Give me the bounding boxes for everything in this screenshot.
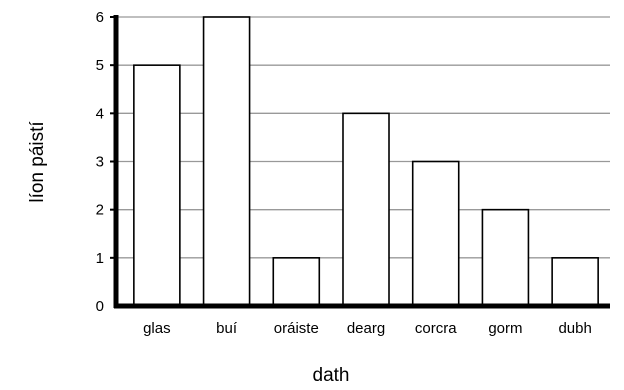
y-tick-label: 3 — [96, 154, 104, 171]
x-tick-label: dubh — [558, 320, 591, 337]
y-tick-label: 0 — [96, 298, 104, 315]
x-tick-label: oráiste — [274, 320, 319, 337]
x-tick-label: corcra — [415, 320, 457, 337]
y-tick-label: 4 — [96, 105, 104, 122]
x-tick-label: buí — [216, 320, 238, 337]
y-tick-label: 5 — [96, 57, 104, 74]
y-tick-label: 1 — [96, 250, 104, 267]
bar-gorm — [481, 208, 530, 307]
y-tick-label: 6 — [96, 9, 104, 26]
bar-dearg — [342, 112, 390, 307]
bar-buí — [202, 16, 251, 307]
x-tick-label: dearg — [347, 320, 385, 337]
x-tick-labels: glas buí oráiste dearg corcra gorm dubh — [143, 320, 592, 337]
bar-oráiste — [272, 257, 321, 307]
bar-glas — [133, 64, 181, 307]
bar-dubh — [551, 257, 599, 307]
y-axis-title: líon páistí — [27, 121, 48, 203]
bar-corcra — [411, 160, 460, 307]
axes — [113, 15, 610, 309]
x-axis-title: dath — [313, 365, 350, 386]
x-tick-label: glas — [143, 320, 171, 337]
bars — [133, 16, 599, 307]
x-tick-label: gorm — [488, 320, 522, 337]
y-tick-labels: 0 1 2 3 4 5 6 — [96, 9, 104, 315]
y-tick-label: 2 — [96, 202, 104, 219]
